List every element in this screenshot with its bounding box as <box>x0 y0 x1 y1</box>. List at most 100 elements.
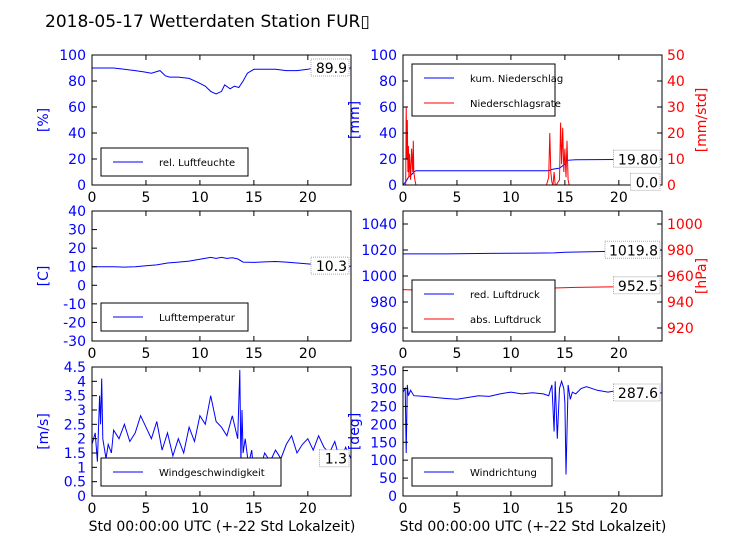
y-tick-label-winddir: 200 <box>370 417 397 433</box>
legend-box-winddir <box>411 457 553 487</box>
legend-humidity: rel. Luftfeuchte <box>100 147 249 177</box>
y-tick-label-precip: 0 <box>388 178 397 194</box>
y-tick-label-humidity: 40 <box>68 126 86 142</box>
x-tick-label-temperature: 0 <box>88 346 97 362</box>
y-tick-label-windspeed: 1.5 <box>64 446 86 462</box>
y-right-tick-label-pressure: 1000 <box>667 217 703 233</box>
y-tick-label-winddir: 0 <box>388 489 397 505</box>
x-tick-label-temperature: 10 <box>191 346 209 362</box>
y-tick-label-temperature: 0 <box>77 278 86 294</box>
panel-temperature: 0 5 10 15 20 -30 -20 -10 0 10 20 30 40 [C] 10.3 Lufttem… <box>36 204 352 362</box>
y-tick-label-humidity: 60 <box>68 100 86 116</box>
y-tick-label-precip: 100 <box>370 48 397 64</box>
y-tick-label-temperature: 10 <box>68 260 86 276</box>
panel-winddir: 0 5 10 15 20050100150200250300350[deg]287.6W… <box>347 364 663 517</box>
x-tick-label-humidity: 5 <box>141 190 150 206</box>
legend-temperature: Lufttemperatur <box>100 302 249 332</box>
y-axis-label-humidity: [%] <box>36 108 52 132</box>
series-line-temperature-0 <box>92 256 351 268</box>
x-tick-label-windspeed: 0 <box>88 501 97 517</box>
y-tick-label-humidity: 80 <box>68 74 86 90</box>
last-value-right-precip: 0.0 <box>636 175 658 191</box>
y-tick-label-precip: 20 <box>379 152 397 168</box>
series-line-humidity-0 <box>92 66 351 95</box>
x-tick-label-precip: 20 <box>610 190 628 206</box>
y-tick-label-pressure: 1000 <box>361 269 397 285</box>
y-tick-label-pressure: 1020 <box>361 243 397 259</box>
last-value-temperature: 10.3 <box>316 259 347 275</box>
y-tick-label-humidity: 0 <box>77 178 86 194</box>
y-axis-label-winddir: [deg] <box>347 413 363 450</box>
legend-entry-pressure-1: abs. Luftdruck <box>470 315 541 326</box>
y-right-tick-label-precip: 10 <box>667 152 685 168</box>
last-value-right-precip-box <box>630 172 661 191</box>
x-axis-label-right: Std 00:00:00 UTC (+-22 Std Lokalzeit) <box>400 519 667 535</box>
y-tick-label-pressure: 980 <box>370 295 397 311</box>
panel-precip: 0 5 10 15 20 0 20 40 60 80 100 0 10 20 30 40 50 [mm] [mm/s… <box>347 48 710 206</box>
y-tick-label-winddir: 100 <box>370 453 397 469</box>
y-axis-label-precip: [mm] <box>347 101 363 139</box>
x-tick-label-pressure: 10 <box>502 346 520 362</box>
x-tick-label-winddir: 15 <box>556 501 574 517</box>
last-value-precip: 19.80 <box>618 152 658 168</box>
legend-entry-winddir-0: Windrichtung <box>470 468 537 479</box>
y-tick-label-winddir: 150 <box>370 435 397 451</box>
x-tick-label-windspeed: 5 <box>141 501 150 517</box>
last-value-windspeed: 1.3 <box>325 452 347 468</box>
x-tick-label-pressure: 0 <box>399 346 408 362</box>
y-tick-label-humidity: 20 <box>68 152 86 168</box>
figure-title: 2018-05-17 Wetterdaten Station FUR▯ <box>45 12 370 32</box>
x-tick-label-precip: 5 <box>452 190 461 206</box>
y-right-tick-label-precip: 20 <box>667 126 685 142</box>
x-tick-label-pressure: 5 <box>452 346 461 362</box>
y-tick-label-windspeed: 1 <box>77 460 86 476</box>
x-tick-label-humidity: 20 <box>299 190 317 206</box>
x-tick-label-winddir: 20 <box>610 501 628 517</box>
plot-frame-windspeed <box>91 366 352 497</box>
x-tick-label-pressure: 20 <box>610 346 628 362</box>
x-tick-label-temperature: 20 <box>299 346 317 362</box>
y-tick-label-temperature: -10 <box>63 297 86 313</box>
y-right-axis-label-precip: [mm/std] <box>694 88 710 153</box>
y-tick-label-temperature: 20 <box>68 241 86 257</box>
x-tick-label-winddir: 0 <box>399 501 408 517</box>
x-tick-label-windspeed: 20 <box>299 501 317 517</box>
series-line-precip-1 <box>403 106 662 185</box>
legend-entry-precip-0: kum. Niederschlag <box>470 74 563 85</box>
legend-box-pressure <box>411 279 556 333</box>
y-tick-label-winddir: 300 <box>370 382 397 398</box>
y-right-tick-label-precip: 50 <box>667 48 685 64</box>
plot-frame-precip <box>402 54 663 186</box>
y-tick-label-precip: 80 <box>379 74 397 90</box>
y-tick-label-temperature: 40 <box>68 204 86 220</box>
last-value-windspeed-box <box>319 449 350 468</box>
x-tick-label-windspeed: 15 <box>245 501 263 517</box>
legend-box-precip <box>411 63 556 117</box>
x-tick-label-temperature: 15 <box>245 346 263 362</box>
y-tick-label-windspeed: 2 <box>77 432 86 448</box>
y-tick-label-precip: 60 <box>379 100 397 116</box>
series-line-windspeed-0 <box>92 369 351 474</box>
last-value-right-pressure: 952.5 <box>618 279 658 295</box>
plot-frame-winddir <box>402 366 663 497</box>
last-value-pressure: 1019.8 <box>609 243 658 259</box>
legend-entry-precip-1: Niederschlagsrate <box>470 99 561 110</box>
x-tick-label-precip: 15 <box>556 190 574 206</box>
x-tick-label-humidity: 10 <box>191 190 209 206</box>
y-tick-label-windspeed: 2.5 <box>64 417 86 433</box>
y-tick-label-pressure: 960 <box>370 321 397 337</box>
y-right-tick-label-precip: 30 <box>667 100 685 116</box>
y-tick-label-temperature: -20 <box>63 315 86 331</box>
last-value-humidity: 89.9 <box>316 61 347 77</box>
legend-winddir: Windrichtung <box>411 457 553 487</box>
x-tick-label-precip: 0 <box>399 190 408 206</box>
last-value-humidity-box <box>310 58 350 77</box>
y-tick-label-windspeed: 3.5 <box>64 389 86 405</box>
last-value-winddir-box <box>613 383 661 402</box>
y-right-axis-label-pressure: [hPa] <box>694 258 710 294</box>
x-tick-label-winddir: 5 <box>452 501 461 517</box>
y-tick-label-winddir: 50 <box>379 471 397 487</box>
last-value-temperature-box <box>310 256 350 275</box>
x-tick-label-humidity: 0 <box>88 190 97 206</box>
